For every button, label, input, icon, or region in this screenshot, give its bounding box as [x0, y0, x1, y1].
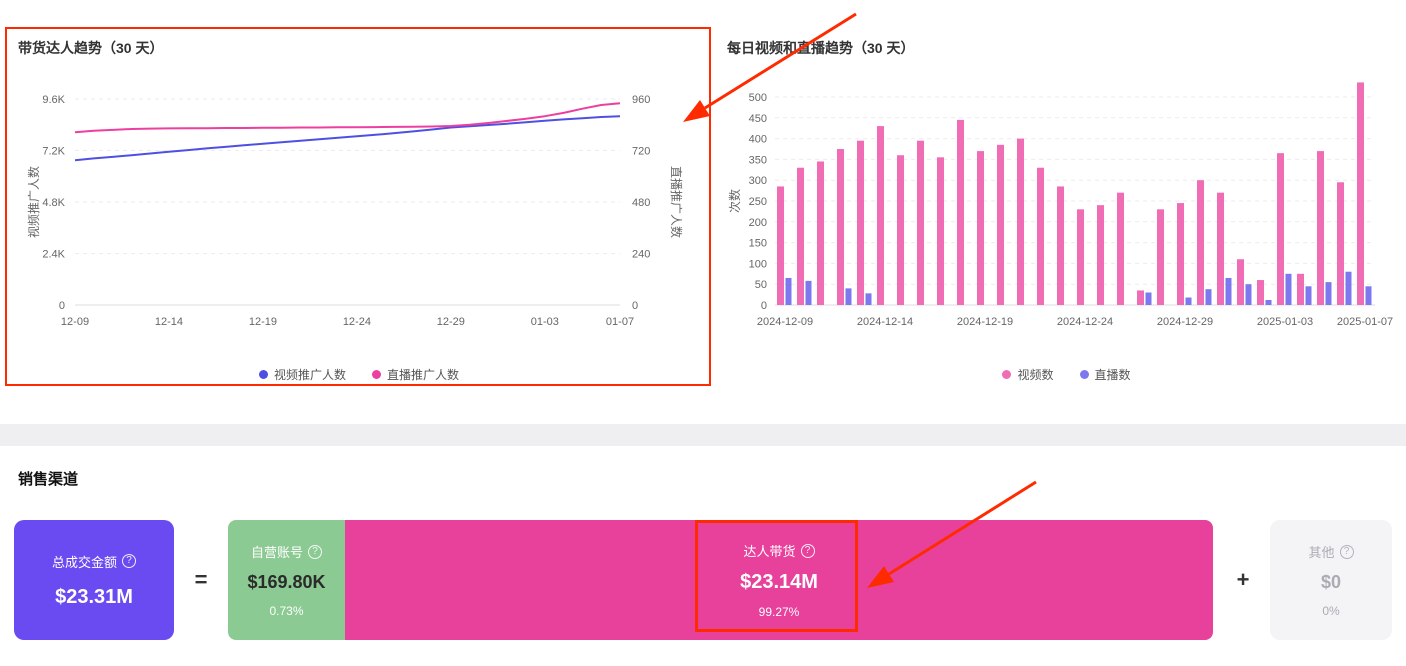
legend-item[interactable]: 视频数	[1002, 366, 1054, 383]
legend-dot	[1079, 370, 1089, 379]
daily-trend-chart-card: 每日视频和直播趋势（30 天） 0 50 100 150 200 250 300 350 400…	[727, 28, 1406, 400]
line-chart-legend: 视频推广人数 直播推广人数	[0, 366, 718, 383]
svg-text:500: 500	[749, 92, 767, 104]
self-operated-value: $169.80K	[247, 572, 326, 592]
svg-text:0: 0	[59, 300, 65, 312]
total-gmv-label-row: 总成交金额	[52, 552, 136, 571]
svg-text:7.2K: 7.2K	[42, 146, 65, 158]
sales-channel-section-title: 销售渠道	[18, 471, 79, 488]
influencer-label: 达人带货	[743, 544, 796, 559]
svg-text:2024-12-24: 2024-12-24	[1057, 316, 1113, 328]
svg-text:240: 240	[632, 249, 650, 261]
svg-text:12-24: 12-24	[343, 316, 371, 328]
influencer-percent: 99.27%	[758, 605, 800, 619]
other-channel-card: 其他 $0 0%	[1270, 520, 1392, 640]
help-icon[interactable]	[800, 543, 815, 558]
svg-text:400: 400	[749, 134, 767, 146]
self-operated-percent: 0.73%	[269, 604, 304, 618]
self-operated-label-row: 自营账号	[251, 542, 322, 561]
legend-dot	[258, 370, 268, 379]
equals-sign: =	[194, 567, 208, 592]
svg-text:2024-12-19: 2024-12-19	[957, 316, 1013, 328]
svg-text:720: 720	[632, 146, 650, 158]
svg-text:960: 960	[632, 94, 650, 106]
other-label-row: 其他	[1308, 542, 1354, 561]
svg-text:0: 0	[632, 300, 638, 312]
influencer-label-row: 达人带货	[743, 541, 815, 560]
svg-text:350: 350	[749, 154, 767, 166]
legend-dot	[1002, 370, 1012, 379]
svg-text:次数: 次数	[727, 189, 742, 213]
sales-channel-bar: 自营账号 $169.80K 0.73% 达人带货 $23.14M 99.27%	[228, 520, 1213, 640]
svg-text:50: 50	[755, 279, 767, 291]
svg-text:250: 250	[749, 196, 767, 208]
other-label: 其他	[1308, 545, 1335, 560]
daily-trend-chart-title: 每日视频和直播趋势（30 天）	[727, 40, 915, 56]
svg-text:01-07: 01-07	[606, 316, 634, 328]
svg-text:2024-12-29: 2024-12-29	[1157, 316, 1213, 328]
total-gmv-label: 总成交金额	[51, 554, 117, 570]
svg-text:2025-01-07: 2025-01-07	[1337, 316, 1393, 328]
line-chart-canvas[interactable]: 0 0 2.4K 240 4.8K 480 7.2K 720 9.6K 960 12-09 12-14…	[0, 73, 710, 335]
svg-text:2.4K: 2.4K	[42, 249, 65, 261]
legend-dot	[372, 370, 381, 379]
help-icon[interactable]	[308, 544, 322, 559]
legend-item[interactable]: 直播数	[1079, 366, 1131, 383]
influencer-segment[interactable]: 达人带货 $23.14M 99.27%	[345, 520, 1213, 640]
help-icon[interactable]	[1339, 544, 1354, 559]
total-gmv-value: $23.31M	[55, 585, 133, 608]
svg-text:300: 300	[749, 175, 767, 187]
svg-text:200: 200	[749, 217, 767, 229]
svg-text:0: 0	[761, 300, 767, 312]
svg-text:450: 450	[749, 113, 767, 125]
bar-chart-legend: 视频数 直播数	[727, 366, 1406, 383]
svg-text:2024-12-09: 2024-12-09	[757, 316, 813, 328]
svg-text:2024-12-14: 2024-12-14	[857, 316, 913, 328]
svg-text:12-14: 12-14	[155, 316, 183, 328]
promoter-trend-chart-title: 带货达人趋势（30 天）	[18, 40, 164, 56]
svg-text:150: 150	[749, 238, 767, 250]
plus-sign: +	[1236, 567, 1250, 592]
influencer-value: $23.14M	[740, 571, 818, 593]
other-value: $0	[1320, 572, 1342, 592]
svg-text:01-03: 01-03	[531, 316, 559, 328]
svg-text:2025-01-03: 2025-01-03	[1257, 316, 1313, 328]
section-divider	[0, 424, 1406, 446]
legend-item[interactable]: 视频推广人数	[258, 366, 346, 383]
promoter-trend-chart-card: 带货达人趋势（30 天） 0 0 2.4K 240 4.8K 480 7.2K 720 9.6K…	[0, 28, 718, 400]
svg-text:12-29: 12-29	[437, 316, 465, 328]
legend-label: 视频推广人数	[273, 368, 346, 382]
svg-text:12-09: 12-09	[61, 316, 89, 328]
legend-item[interactable]: 直播推广人数	[372, 366, 459, 383]
svg-text:视频推广人数: 视频推广人数	[26, 166, 41, 238]
svg-text:100: 100	[749, 258, 767, 270]
svg-text:12-19: 12-19	[249, 316, 277, 328]
help-icon[interactable]	[122, 554, 136, 568]
legend-label: 直播数	[1094, 368, 1131, 382]
other-percent: 0%	[1322, 604, 1340, 618]
total-gmv-card: 总成交金额 $23.31M	[14, 520, 174, 640]
svg-text:9.6K: 9.6K	[42, 94, 65, 106]
svg-text:4.8K: 4.8K	[42, 197, 65, 209]
bar-chart-canvas[interactable]: 0 50 100 150 200 250 300 350 400 450 500 2024-12-09…	[727, 73, 1406, 335]
svg-text:480: 480	[632, 197, 650, 209]
svg-text:直播推广人数: 直播推广人数	[669, 166, 684, 238]
self-operated-label: 自营账号	[250, 545, 303, 560]
legend-label: 直播推广人数	[387, 368, 460, 382]
legend-label: 视频数	[1017, 368, 1054, 382]
self-operated-segment[interactable]: 自营账号 $169.80K 0.73%	[228, 520, 345, 640]
